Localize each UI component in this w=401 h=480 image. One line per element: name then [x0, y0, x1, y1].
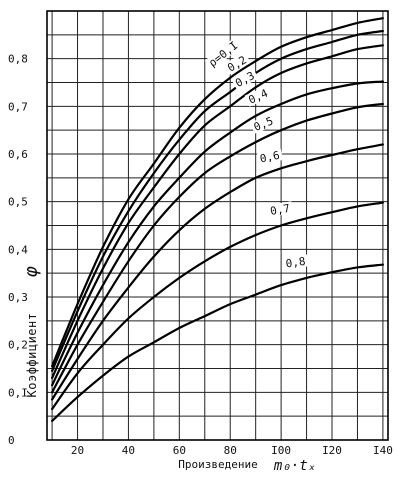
y-tick-label: 0,3 [8, 291, 28, 304]
x-axis-symbol: m₀·tₓ [273, 458, 316, 474]
y-tick-label: 0,6 [8, 148, 28, 161]
y-axis-label: Коэффициент [25, 313, 39, 398]
series-line [51, 17, 384, 368]
series-label-background [282, 254, 309, 270]
x-tick-label: I00 [271, 444, 291, 457]
series-label-background [267, 201, 294, 218]
series-label: 0,7 [269, 202, 291, 218]
y-tick-label: 0,8 [8, 53, 28, 66]
x-tick-label: 40 [122, 444, 135, 457]
series-line [51, 29, 384, 372]
y-axis-symbol: φ [21, 266, 42, 277]
series-label-background [204, 37, 243, 71]
y-tick-label: 0,2 [8, 339, 28, 352]
series-label-background [256, 148, 284, 165]
y-tick-label: 0,4 [8, 243, 28, 256]
grid [47, 11, 388, 440]
y-tick-label: 0 [8, 434, 15, 447]
y-tick-label: 0,I [8, 386, 28, 399]
series-label: 0,8 [285, 255, 306, 271]
x-tick-label: I20 [322, 444, 342, 457]
series-line [51, 44, 384, 380]
y-tick-label: 0,7 [8, 100, 28, 113]
x-tick-label: 20 [71, 444, 84, 457]
series-line [51, 201, 384, 411]
series-line [51, 263, 384, 422]
x-tick-label: 60 [173, 444, 186, 457]
series-line [51, 143, 384, 401]
series-label-background [250, 113, 278, 134]
plot-frame [46, 10, 389, 441]
series-label-background [231, 67, 259, 90]
tick-labels: 20 40 60 80 I00 I20 I40 0 0,I 0,2 0,3 0,4 0,5 0,6 0,7 0… [8, 53, 393, 457]
series-label-background [244, 85, 272, 107]
y-tick-label: 0,5 [8, 196, 28, 209]
series-line [51, 80, 384, 387]
x-axis-label: Произведение [178, 458, 257, 471]
series-label-background [223, 52, 251, 75]
series-line [51, 102, 384, 394]
series-label: 0,6 [259, 149, 281, 166]
curves [51, 17, 384, 422]
x-tick-label: 80 [224, 444, 237, 457]
x-tick-label: I40 [373, 444, 393, 457]
